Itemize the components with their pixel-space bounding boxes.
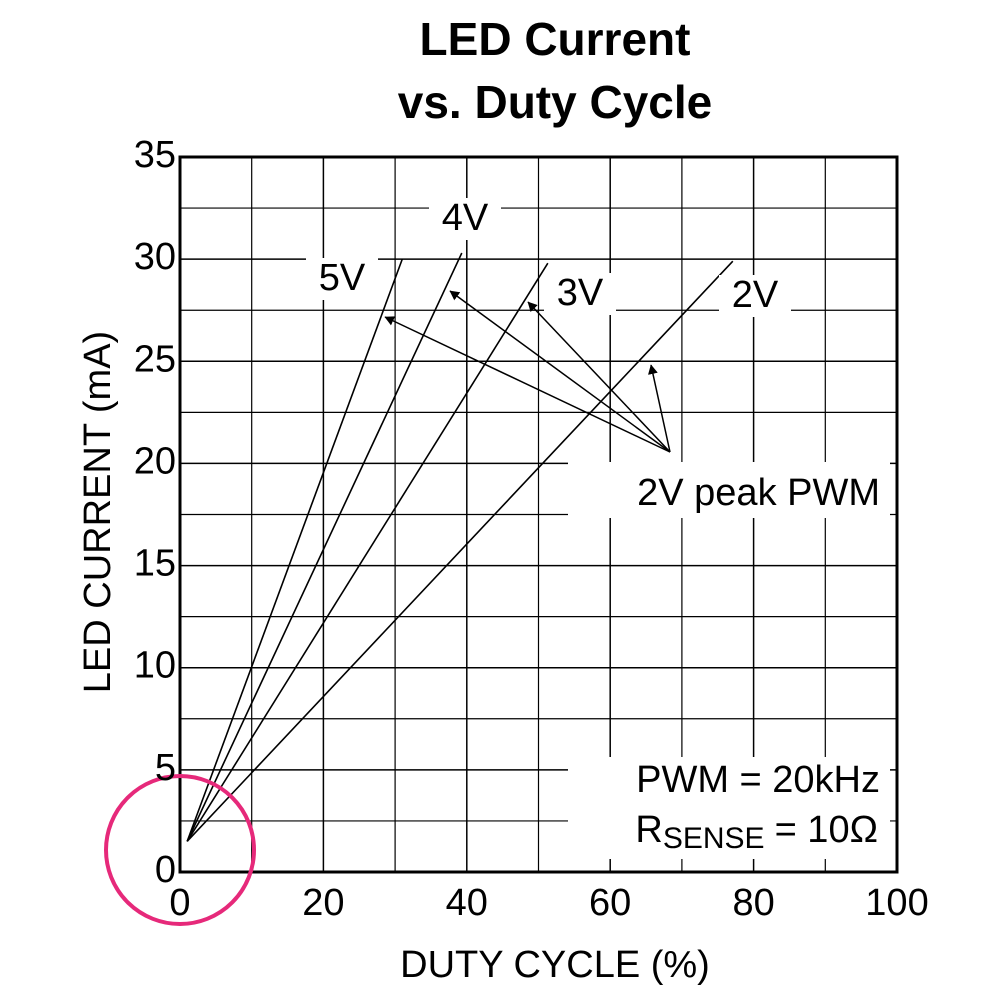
annotation: PWM = 20kHz [636, 759, 880, 801]
y-tick-label: 15 [134, 543, 176, 585]
y-tick-label: 20 [134, 440, 176, 482]
y-tick-label: 30 [134, 236, 176, 278]
series-label: 5V [319, 257, 366, 299]
sense-sub: SENSE [663, 822, 765, 855]
plot-frame [178, 155, 899, 874]
annotation: 2V peak PWM [637, 472, 880, 514]
sense-main: R [635, 809, 662, 851]
sense-rest: = 10Ω [775, 809, 878, 851]
x-tick-label: 0 [169, 882, 190, 924]
series-line [186, 252, 463, 842]
series-label: 3V [557, 272, 604, 314]
label-bg [544, 273, 616, 315]
annotations: 2V peak PWM PWM = 20kHz RSENSE = 10Ω [384, 290, 890, 859]
y-tick-label: 0 [155, 849, 176, 891]
x-axis-label: DUTY CYCLE (%) [400, 944, 710, 986]
arrows [384, 290, 671, 453]
label-bg [719, 275, 791, 317]
label-bg [568, 757, 890, 859]
series-label: 4V [442, 197, 489, 239]
y-tick-label: 10 [134, 645, 176, 687]
chart-title: vs. Duty Cycle [398, 76, 712, 128]
x-tick-label: 100 [865, 882, 928, 924]
x-tick-label: 60 [589, 882, 631, 924]
y-tick-label: 5 [155, 747, 176, 789]
sense-annotation: RSENSE = 10Ω [635, 809, 878, 855]
y-axis-label: LED CURRENT (mA) [77, 331, 119, 693]
series-line [186, 260, 734, 842]
highlight-circle [104, 774, 256, 926]
series-line [186, 262, 549, 842]
series-line [186, 258, 404, 842]
x-tick-label: 80 [732, 882, 774, 924]
x-tick-label: 20 [302, 882, 344, 924]
y-tick-label: 25 [134, 338, 176, 380]
chart-title: LED Current [420, 13, 691, 65]
x-tick-label: 40 [446, 882, 488, 924]
series-label: 2V [732, 274, 779, 316]
label-bg [306, 258, 378, 300]
y-tick-label: 35 [134, 134, 176, 176]
label-bg [429, 198, 501, 240]
label-bg [568, 462, 890, 518]
